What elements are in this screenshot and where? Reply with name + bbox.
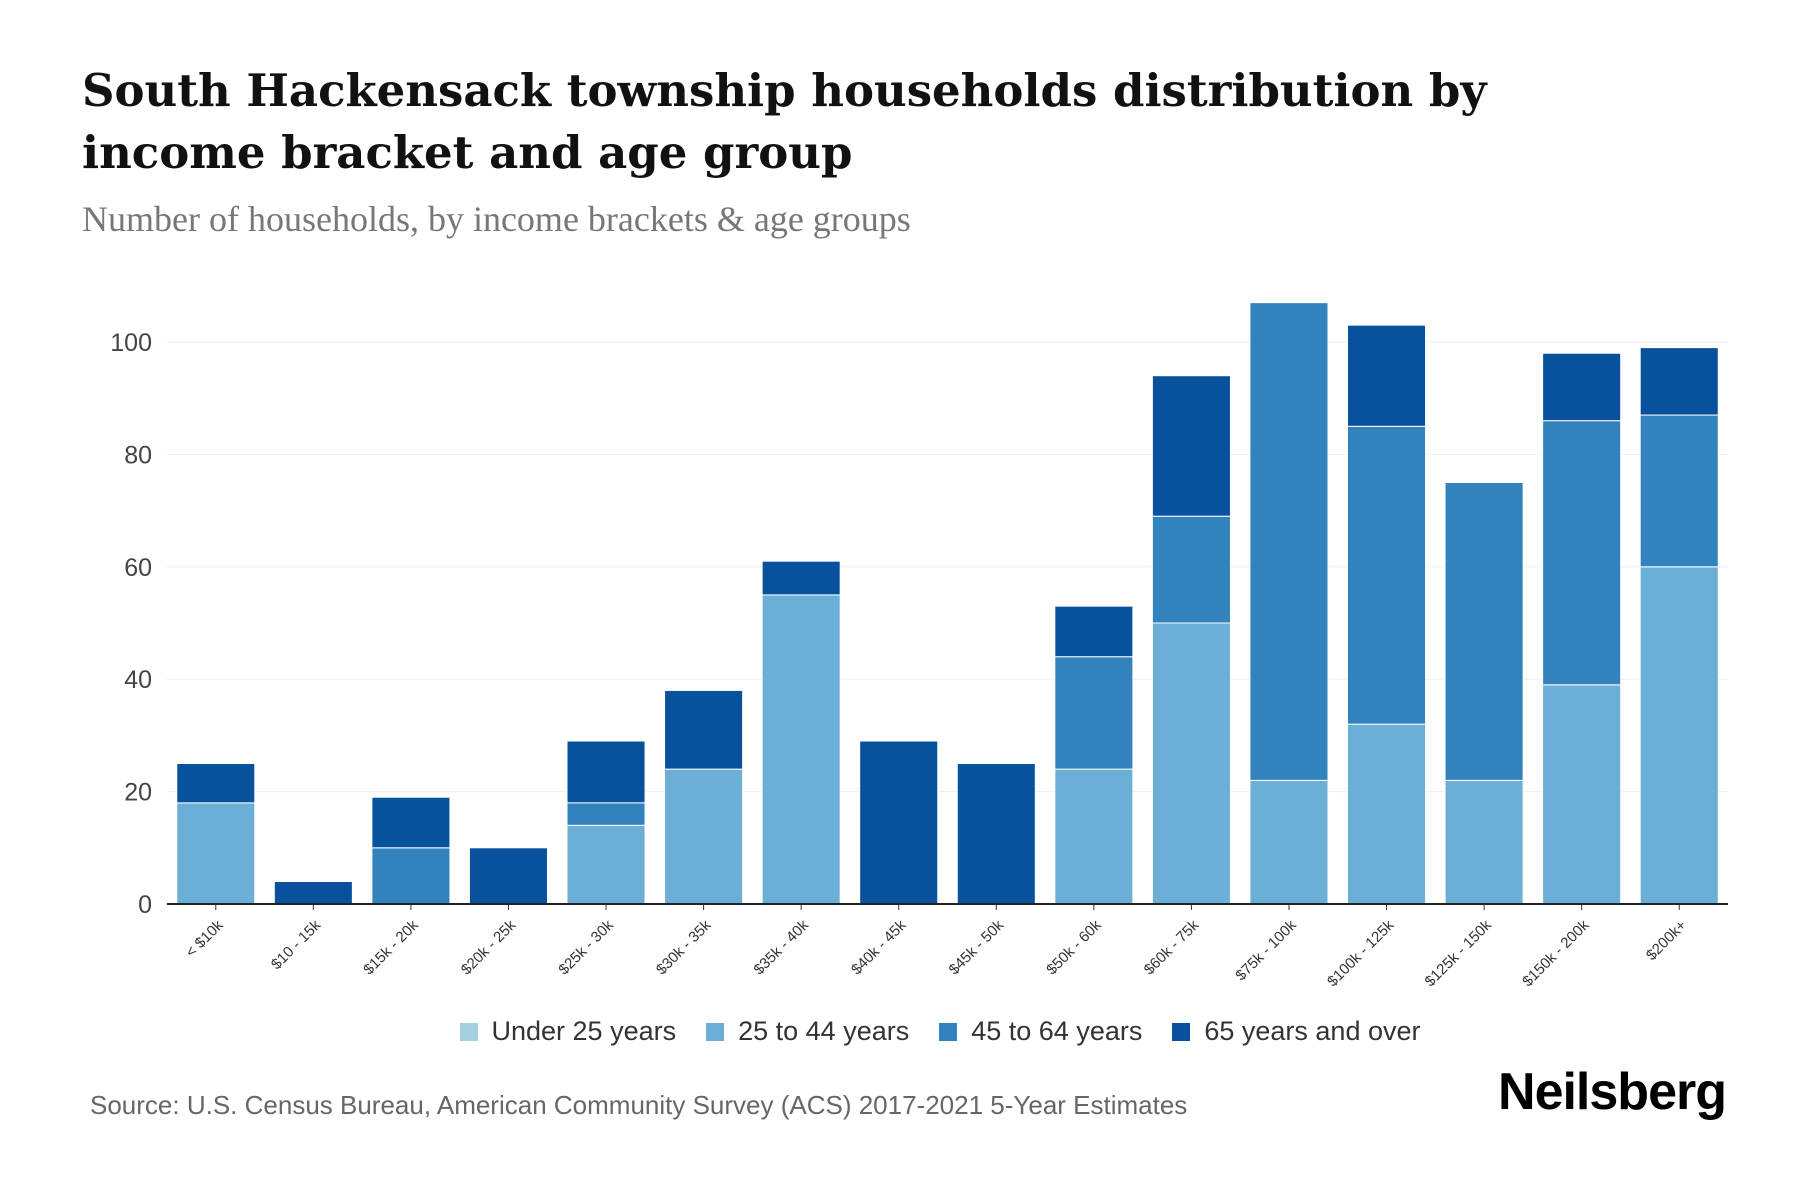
- x-tick-label: $60k - 75k: [1141, 916, 1203, 978]
- bar-segment-45-to-64-years: [371, 847, 451, 905]
- y-tick-label: 40: [124, 666, 152, 694]
- legend-item: 25 to 44 years: [706, 1016, 909, 1047]
- legend-item: 65 years and over: [1172, 1016, 1421, 1047]
- bar-segment-45-to-64-years: [566, 802, 646, 826]
- bar-segment-45-to-64-years: [1151, 515, 1231, 624]
- legend-swatch: [1172, 1022, 1191, 1041]
- x-tick-label: $75k - 100k: [1232, 916, 1300, 984]
- bar-segment-65-years-and-over: [1347, 324, 1427, 427]
- bar-segment-25-to-44-years: [1151, 622, 1231, 905]
- y-tick-label: 60: [124, 554, 152, 582]
- bar-segment-65-years-and-over: [1639, 347, 1719, 416]
- chart-subtitle: Number of households, by income brackets…: [82, 199, 911, 239]
- bar-segment-45-to-64-years: [1542, 420, 1622, 686]
- legend-swatch: [706, 1022, 725, 1041]
- bar-segment-25-to-44-years: [1444, 779, 1524, 905]
- legend-label: 65 years and over: [1204, 1016, 1421, 1046]
- bar-segment-25-to-44-years: [664, 768, 744, 905]
- x-tick-label: $30k - 35k: [653, 916, 715, 978]
- legend-swatch: [939, 1022, 958, 1041]
- x-tick-label: $35k - 40k: [750, 916, 812, 978]
- bar-segment-25-to-44-years: [1639, 566, 1719, 905]
- bar-segment-45-to-64-years: [1249, 302, 1329, 781]
- legend-label: 25 to 44 years: [738, 1016, 910, 1046]
- bar-segment-25-to-44-years: [761, 594, 841, 905]
- bar-segment-45-to-64-years: [1347, 425, 1427, 725]
- bar-segment-65-years-and-over: [371, 796, 451, 849]
- y-tick-label: 0: [138, 891, 152, 919]
- x-tick-label: $150k - 200k: [1519, 916, 1593, 990]
- bar-segment-45-to-64-years: [1054, 656, 1134, 770]
- x-tick-label: $45k - 50k: [946, 916, 1008, 978]
- bar-segment-45-to-64-years: [1444, 482, 1524, 781]
- x-tick-label: $10 - 15k: [268, 916, 325, 973]
- x-tick-label: < $10k: [182, 916, 227, 961]
- x-tick-label: $20k - 25k: [458, 916, 520, 978]
- y-tick-label: 20: [124, 779, 152, 807]
- bar-segment-25-to-44-years: [1347, 723, 1427, 905]
- x-tick-label: $125k - 150k: [1422, 916, 1496, 990]
- x-tick-label: $100k - 125k: [1324, 916, 1398, 990]
- bar-segment-25-to-44-years: [1542, 684, 1622, 905]
- bar-segment-65-years-and-over: [1542, 352, 1622, 422]
- y-tick-label: 80: [124, 441, 152, 469]
- y-tick-label: 100: [110, 329, 152, 357]
- x-tick-label: $200k+: [1643, 917, 1690, 964]
- bar-segment-65-years-and-over: [566, 740, 646, 804]
- bar-segment-65-years-and-over: [468, 847, 548, 905]
- source-note: Source: U.S. Census Bureau, American Com…: [90, 1090, 1188, 1120]
- x-tick-label: $25k - 30k: [555, 916, 617, 978]
- legend: Under 25 years 25 to 44 years 45 to 64 yea…: [0, 1016, 1800, 1047]
- stacked-bar-chart: 0 20 40 60 80 100 < $10k $10 - 15k $15k - 20k $20…: [110, 302, 1728, 990]
- x-tick-label: $15k - 20k: [360, 916, 422, 978]
- bar-segment-25-to-44-years: [176, 802, 256, 905]
- bar-segment-65-years-and-over: [176, 763, 256, 804]
- legend-label: Under 25 years: [491, 1016, 677, 1046]
- bar-segment-25-to-44-years: [566, 824, 646, 905]
- x-tick-label: $50k - 60k: [1043, 916, 1105, 978]
- legend-swatch: [459, 1022, 478, 1041]
- bar-segment-65-years-and-over: [273, 881, 353, 905]
- legend-item: Under 25 years: [459, 1016, 677, 1047]
- bar-segment-65-years-and-over: [956, 763, 1036, 905]
- bar-segment-65-years-and-over: [1151, 375, 1231, 517]
- neilsberg-logo: Neilsberg: [1498, 1063, 1727, 1121]
- chart-title: South Hackensack township households dis…: [82, 64, 1487, 179]
- bar-segment-25-to-44-years: [1054, 768, 1134, 905]
- bar-segment-65-years-and-over: [761, 560, 841, 596]
- bar-segment-65-years-and-over: [664, 689, 744, 770]
- bar-segment-65-years-and-over: [859, 740, 939, 905]
- bar-segment-45-to-64-years: [1639, 414, 1719, 568]
- legend-item: 45 to 64 years: [939, 1016, 1142, 1047]
- bar-segment-65-years-and-over: [1054, 605, 1134, 658]
- legend-label: 45 to 64 years: [971, 1016, 1143, 1046]
- bar-segment-25-to-44-years: [1249, 779, 1329, 905]
- x-tick-label: $40k - 45k: [848, 916, 910, 978]
